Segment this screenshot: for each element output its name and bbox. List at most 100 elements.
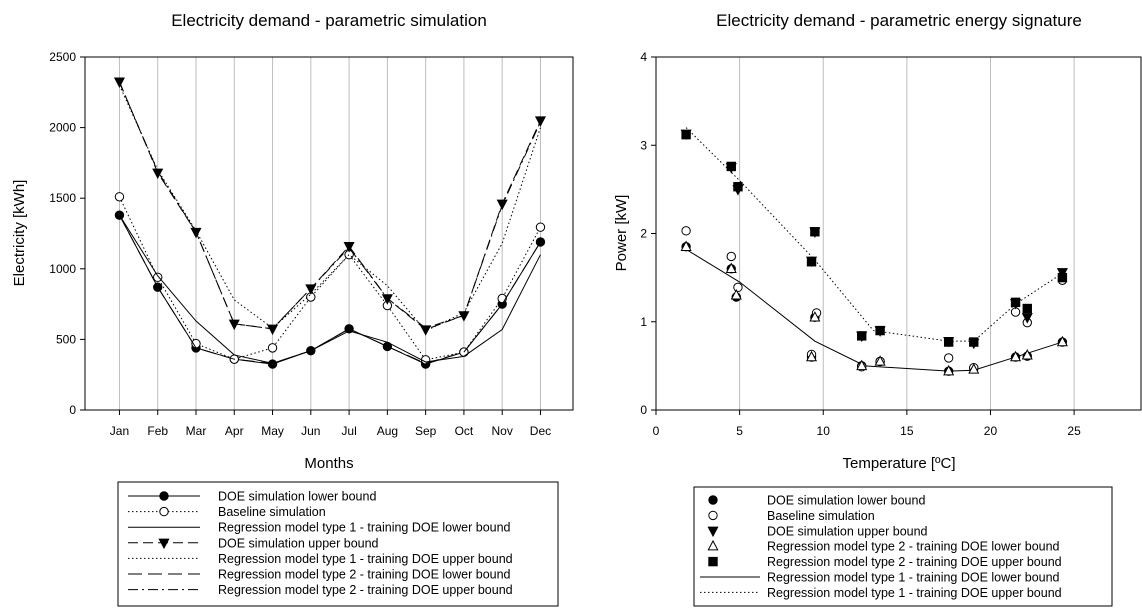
chart-2-grid bbox=[739, 57, 1075, 410]
chart-1-x-tick-label: Jul bbox=[341, 424, 356, 438]
chart-2-regression-model-type-2-training-doe-lower-bound-point bbox=[1010, 350, 1022, 362]
chart-1-series bbox=[113, 77, 546, 369]
chart-2-ticks: 0 1 2 3 4 0 5 10 15 20 25 bbox=[640, 50, 1081, 438]
chart-2-y-tick-label: 4 bbox=[640, 50, 647, 64]
chart-2-regression-model-type-2-training-doe-upper-bound-point bbox=[857, 331, 867, 341]
chart-2-regression-model-type-2-training-doe-upper-bound-point bbox=[681, 129, 691, 140]
chart-2-regression-model-type-2-training-doe-lower-bound-point bbox=[809, 311, 821, 322]
chart-2-x-axis-label: Temperature [ºC] bbox=[842, 455, 955, 472]
chart-1-x-tick-label: Aug bbox=[377, 424, 398, 438]
chart-1-legend-doe-simulation-lower-bound-label: DOE simulation lower bound bbox=[218, 490, 376, 504]
chart-1-doe-simulation-upper-bound-line bbox=[118, 81, 541, 331]
chart-1-y-axis-label: Electricity [kWh] bbox=[11, 180, 28, 287]
chart-2-legend-regression-model-type-2-training-doe-lower-bound-label: Regression model type 2 - training DOE l… bbox=[767, 540, 1060, 554]
chart-1-x-tick-label: Mar bbox=[186, 424, 207, 438]
chart-1-baseline-simulation-point bbox=[535, 222, 546, 232]
chart-1-legend-regression-model-type-2-training-doe-upper-bound-label: Regression model type 2 - training DOE u… bbox=[218, 583, 513, 597]
chart-2-legend-box bbox=[693, 486, 1113, 607]
chart-2-regression-model-type-2-training-doe-upper-bound-point bbox=[969, 337, 979, 347]
chart-2-regression-model-type-2-training-doe-lower-bound-point bbox=[943, 364, 955, 376]
chart-2-regression-model-type-1-training-doe-lower-bound-line bbox=[685, 248, 1063, 372]
chart-2-doe-simulation-upper-bound-point bbox=[1021, 313, 1033, 324]
chart-2-x-tick-label: 25 bbox=[1067, 424, 1081, 438]
chart-1-plot-frame bbox=[84, 56, 574, 411]
chart-2-title: Electricity demand - parametric energy s… bbox=[716, 11, 1082, 30]
chart-1-doe-simulation-lower-bound-point bbox=[267, 359, 278, 369]
chart-2-regression-model-type-2-training-doe-upper-bound-point bbox=[810, 227, 820, 237]
chart-1-doe-simulation-lower-bound-point bbox=[535, 237, 546, 247]
chart-1-y-tick-label: 500 bbox=[56, 332, 76, 346]
chart-1-y-tick-label: 1000 bbox=[49, 262, 76, 276]
chart-1-legend-baseline-simulation-label: Baseline simulation bbox=[218, 505, 326, 519]
chart-1-ticks: 0 500 1000 1500 2000 2500 Jan Feb Mar Apr May Jun Ju… bbox=[49, 50, 551, 438]
chart-1-regression-model-type-2-training-doe-upper-bound-line bbox=[118, 82, 541, 330]
chart-2-regression-model-type-1-training-doe-upper-bound-line bbox=[685, 127, 1063, 342]
chart-2-regression-model-type-2-training-doe-lower-bound-point bbox=[725, 262, 737, 273]
chart-1-doe-simulation-upper-bound-point bbox=[305, 284, 317, 295]
chart-2-baseline-simulation-point bbox=[733, 282, 743, 293]
chart-2-legend-regression-model-type-2-training-doe-upper-bound-marker bbox=[708, 556, 718, 567]
chart-2-legend-doe-simulation-upper-bound-marker bbox=[707, 526, 719, 538]
chart-2-legend-regression-model-type-2-training-doe-upper-bound-label: Regression model type 2 - training DOE u… bbox=[767, 555, 1062, 569]
chart-1-x-tick-label: May bbox=[261, 424, 284, 438]
chart-1-x-tick-label: Jun bbox=[301, 424, 320, 438]
chart-1-x-tick-label: Oct bbox=[455, 424, 474, 438]
chart-2-legend-baseline-simulation-marker bbox=[708, 510, 718, 521]
chart-1-x-axis-label: Months bbox=[304, 455, 353, 472]
chart-2-series bbox=[680, 127, 1068, 376]
chart-2-regression-model-type-2-training-doe-lower-bound-point bbox=[1021, 349, 1033, 360]
chart-1-doe-simulation-lower-bound-line bbox=[119, 214, 541, 365]
chart-2-x-tick-label: 0 bbox=[653, 424, 660, 438]
chart-1-legend-regression-model-type-1-training-doe-lower-bound-label: Regression model type 1 - training DOE l… bbox=[218, 521, 511, 535]
chart-1-grid bbox=[118, 57, 541, 410]
chart-1-baseline-simulation-point bbox=[114, 192, 125, 202]
chart-2-regression-model-type-2-training-doe-upper-bound-point bbox=[726, 161, 736, 172]
chart-2-legend-doe-simulation-lower-bound-marker bbox=[708, 495, 718, 505]
chart-1-baseline-simulation-point bbox=[153, 272, 163, 282]
chart-1-regression-model-type-2-training-doe-lower-bound-line bbox=[119, 214, 541, 364]
chart-2-y-tick-label: 2 bbox=[640, 227, 647, 241]
chart-1-x-tick-label: Apr bbox=[225, 424, 244, 438]
chart-2-regression-model-type-2-training-doe-upper-bound-point bbox=[875, 325, 885, 336]
chart-2-legend-regression-model-type-1-training-doe-lower-bound-label: Regression model type 1 - training DOE l… bbox=[767, 571, 1060, 585]
chart-1-doe-simulation-upper-bound-point bbox=[267, 324, 279, 336]
chart-1-y-tick-label: 2000 bbox=[49, 121, 76, 135]
chart-1-baseline-simulation-line bbox=[118, 196, 541, 361]
chart-1-doe-simulation-upper-bound-point bbox=[228, 319, 240, 331]
chart-2-regression-model-type-2-training-doe-upper-bound-point bbox=[1057, 272, 1068, 283]
chart-2-legend-regression-model-type-2-training-doe-lower-bound-marker bbox=[707, 539, 719, 551]
chart-2-regression-model-type-2-training-doe-lower-bound-point bbox=[874, 355, 886, 366]
chart-1-regression-model-type-1-training-doe-upper-bound-line bbox=[118, 85, 541, 332]
chart-1-title: Electricity demand - parametric simulati… bbox=[171, 11, 487, 30]
chart-2-legend-doe-simulation-upper-bound-label: DOE simulation upper bound bbox=[767, 524, 928, 538]
chart-2-baseline-simulation-point bbox=[726, 251, 736, 262]
chart-1-x-tick-label: Feb bbox=[147, 424, 168, 438]
chart-1-y-tick-label: 0 bbox=[69, 403, 76, 417]
chart-2-y-axis-label: Power [kW] bbox=[613, 195, 630, 272]
chart-2-regression-model-type-2-training-doe-upper-bound-point bbox=[1010, 297, 1021, 308]
chart-2-plot-frame bbox=[655, 56, 1142, 411]
chart-2-x-tick-label: 15 bbox=[900, 424, 914, 438]
chart-2-x-tick-label: 5 bbox=[736, 424, 743, 438]
chart-2-regression-model-type-2-training-doe-lower-bound-point bbox=[806, 350, 818, 362]
chart-2-legend-regression-model-type-1-training-doe-upper-bound-label: Regression model type 1 - training DOE u… bbox=[767, 586, 1062, 600]
electricity-energy-signature-chart: Electricity demand - parametric energy s… bbox=[613, 11, 1142, 607]
chart-2-y-tick-label: 3 bbox=[640, 138, 647, 152]
chart-1-legend-box bbox=[117, 481, 559, 607]
chart-1-y-tick-label: 2500 bbox=[49, 50, 76, 64]
chart-2-legend-doe-simulation-lower-bound-label: DOE simulation lower bound bbox=[767, 494, 925, 508]
chart-2-regression-model-type-2-training-doe-lower-bound-point bbox=[968, 363, 980, 374]
chart-2-regression-model-type-2-training-doe-lower-bound-point bbox=[1056, 335, 1068, 347]
chart-2-regression-model-type-2-training-doe-lower-bound-point bbox=[680, 240, 692, 251]
chart-1-y-tick-label: 1500 bbox=[49, 191, 76, 205]
chart-1-baseline-simulation-point bbox=[267, 343, 278, 353]
chart-1-doe-simulation-upper-bound-point bbox=[343, 242, 355, 253]
chart-1-doe-simulation-upper-bound-point bbox=[381, 294, 393, 305]
chart-2-baseline-simulation-point bbox=[681, 226, 691, 236]
chart-2-y-tick-label: 0 bbox=[640, 403, 647, 417]
chart-1-doe-simulation-upper-bound-point bbox=[534, 116, 546, 127]
chart-1-x-tick-label: Dec bbox=[530, 424, 551, 438]
chart-1-legend-baseline-simulation-marker bbox=[159, 506, 169, 517]
